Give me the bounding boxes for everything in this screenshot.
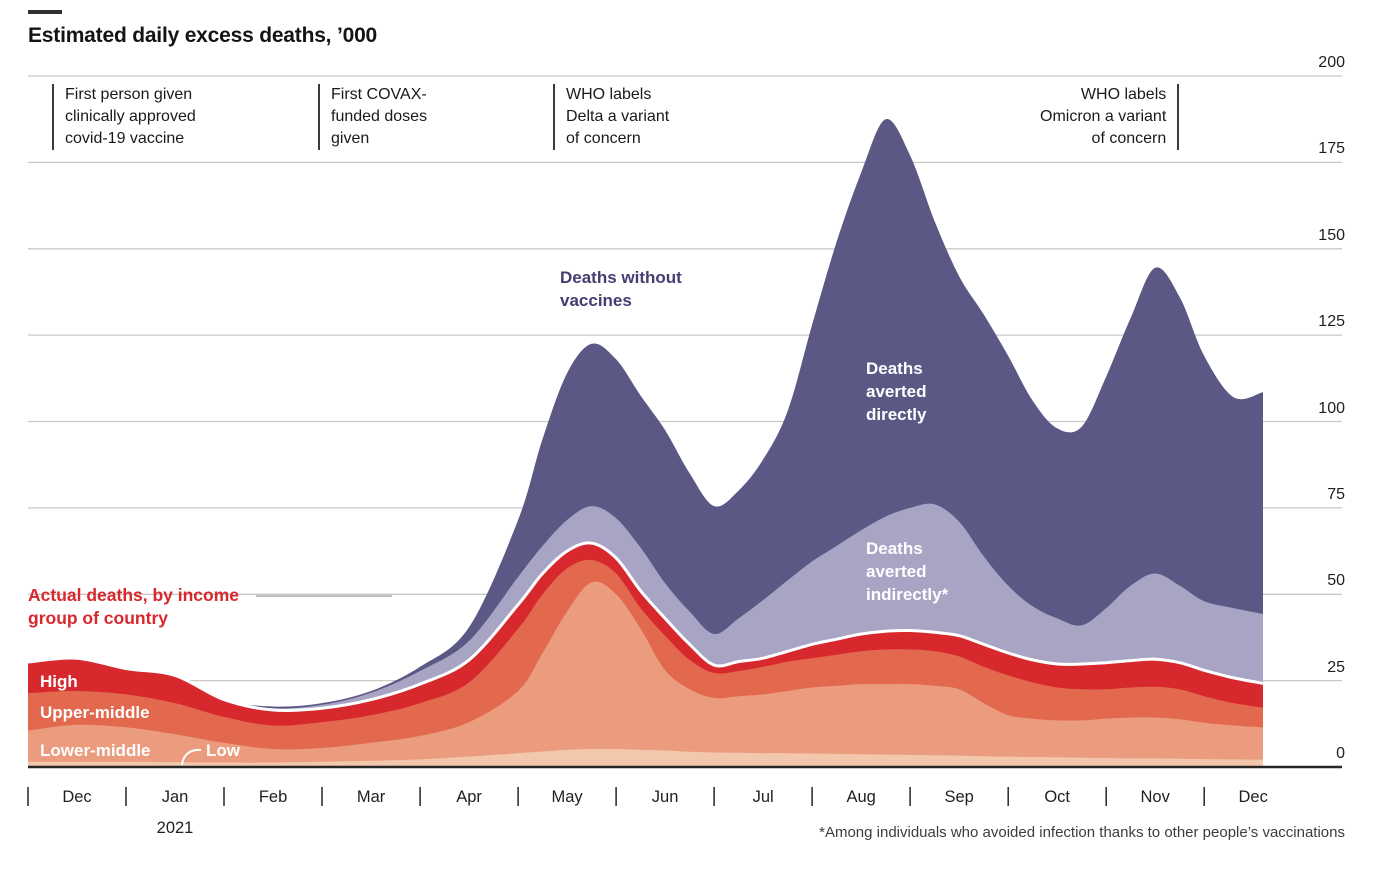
label-deaths-without-vaccines: Deaths without vaccines [560, 268, 682, 310]
label-lower-middle-income: Lower-middle [40, 741, 151, 760]
x-axis-month-label: Feb [258, 788, 288, 806]
label-low-income: Low [206, 741, 240, 760]
x-axis-month-label: Jul [752, 788, 774, 806]
annotation-text: WHO labels Omicron a variant of concern [1040, 86, 1167, 147]
y-axis-label: 25 [1327, 658, 1345, 676]
area-low [28, 748, 1263, 767]
y-axis-label: 125 [1318, 313, 1345, 331]
title-rule [28, 10, 62, 14]
x-axis-month-label: Aug [846, 788, 876, 806]
label-actual-deaths-by-income: Actual deaths, by income group of countr… [28, 585, 240, 628]
annotation-text: First COVAX- funded doses given [331, 86, 428, 147]
event-annotation-omicron: WHO labels Omicron a variant of concern [1040, 84, 1180, 150]
event-annotation-covax: First COVAX- funded doses given [318, 84, 427, 150]
event-annotation-first-vaccine: First person given clinically approved c… [52, 84, 196, 150]
y-axis-label: 150 [1318, 226, 1345, 244]
y-axis-label: 200 [1318, 54, 1345, 71]
annotation-tick-line [318, 84, 320, 150]
y-axis-label: 50 [1327, 572, 1345, 590]
x-axis-month-label: Jan [161, 788, 189, 806]
y-axis-label: 0 [1336, 745, 1345, 762]
x-axis-month-label: Apr [456, 788, 482, 806]
label-deaths-averted-directly: Deaths averted directly [866, 359, 927, 424]
x-axis-month-label: Oct [1044, 788, 1070, 806]
label-upper-middle-income: Upper-middle [40, 703, 150, 722]
chart-title: Estimated daily excess deaths, ’000 [28, 24, 378, 47]
x-axis-month-label: Sep [944, 788, 974, 806]
footnote: *Among individuals who avoided infection… [819, 824, 1345, 841]
x-axis-month-label: Dec [1238, 788, 1268, 806]
label-deaths-averted-indirectly: Deaths averted indirectly* [866, 539, 949, 604]
actual-deaths-top-stroke [27, 541, 1264, 713]
y-axis-label: 75 [1327, 485, 1345, 503]
y-axis-label: 175 [1318, 140, 1345, 158]
annotation-tick-line [1177, 84, 1180, 150]
x-axis-month-label: Dec [62, 788, 92, 806]
annotation-tick-line [553, 84, 555, 150]
y-axis-label: 100 [1318, 399, 1345, 417]
annotation-tick-line [52, 84, 54, 150]
event-annotation-delta: WHO labels Delta a variant of concern [553, 84, 669, 150]
low-pointer-curve [181, 748, 202, 766]
x-axis-month-label: May [551, 788, 583, 806]
x-axis-month-label: Mar [356, 788, 386, 806]
x-axis-year-label: 2021 [156, 819, 194, 837]
annotation-text: WHO labels Delta a variant of concern [566, 86, 670, 147]
annotation-text: First person given clinically approved c… [65, 86, 196, 147]
label-high-income: High [40, 672, 78, 691]
area-lower-middle [28, 581, 1263, 767]
x-axis-month-label: Jun [651, 788, 679, 806]
x-axis-month-label: Nov [1140, 788, 1170, 806]
